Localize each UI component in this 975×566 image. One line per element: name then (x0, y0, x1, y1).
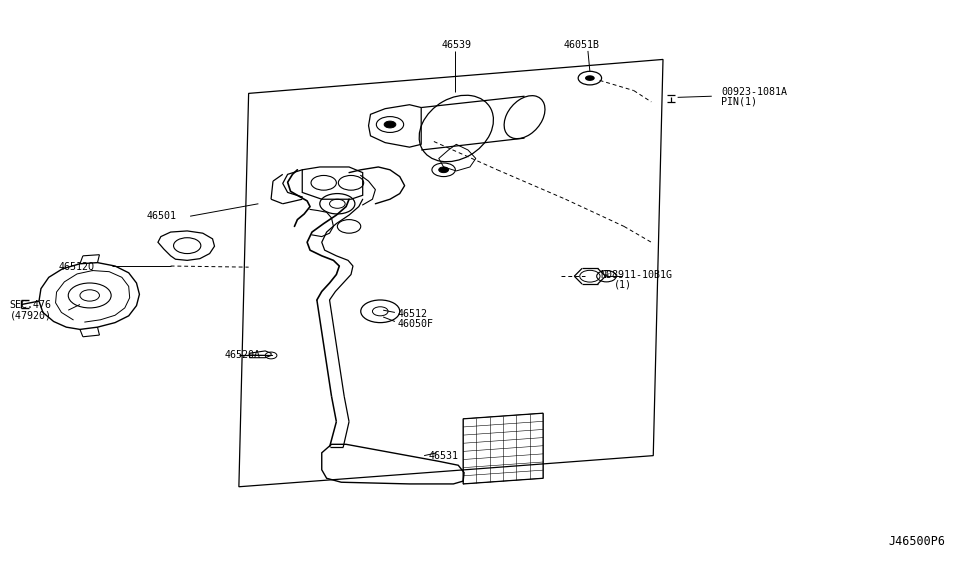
Text: 46501: 46501 (146, 211, 176, 221)
Text: (47920): (47920) (10, 310, 52, 320)
Circle shape (439, 167, 448, 173)
Text: 46539: 46539 (442, 40, 472, 50)
Text: N: N (604, 274, 608, 278)
Text: N08911-10B1G: N08911-10B1G (601, 269, 673, 280)
Text: 00923-1081A: 00923-1081A (722, 87, 788, 97)
Text: PIN(1): PIN(1) (722, 97, 758, 107)
Text: 46050F: 46050F (398, 319, 434, 329)
Text: (1): (1) (614, 279, 632, 289)
Circle shape (384, 121, 396, 128)
Text: SEC.476: SEC.476 (10, 299, 52, 310)
Text: 46512: 46512 (398, 308, 428, 319)
Text: 46512Q: 46512Q (58, 262, 95, 272)
Text: J46500P6: J46500P6 (889, 535, 946, 548)
Text: 46531: 46531 (429, 451, 459, 461)
Text: 46051B: 46051B (564, 40, 600, 50)
Circle shape (585, 75, 595, 81)
Text: 46520A: 46520A (224, 350, 260, 361)
